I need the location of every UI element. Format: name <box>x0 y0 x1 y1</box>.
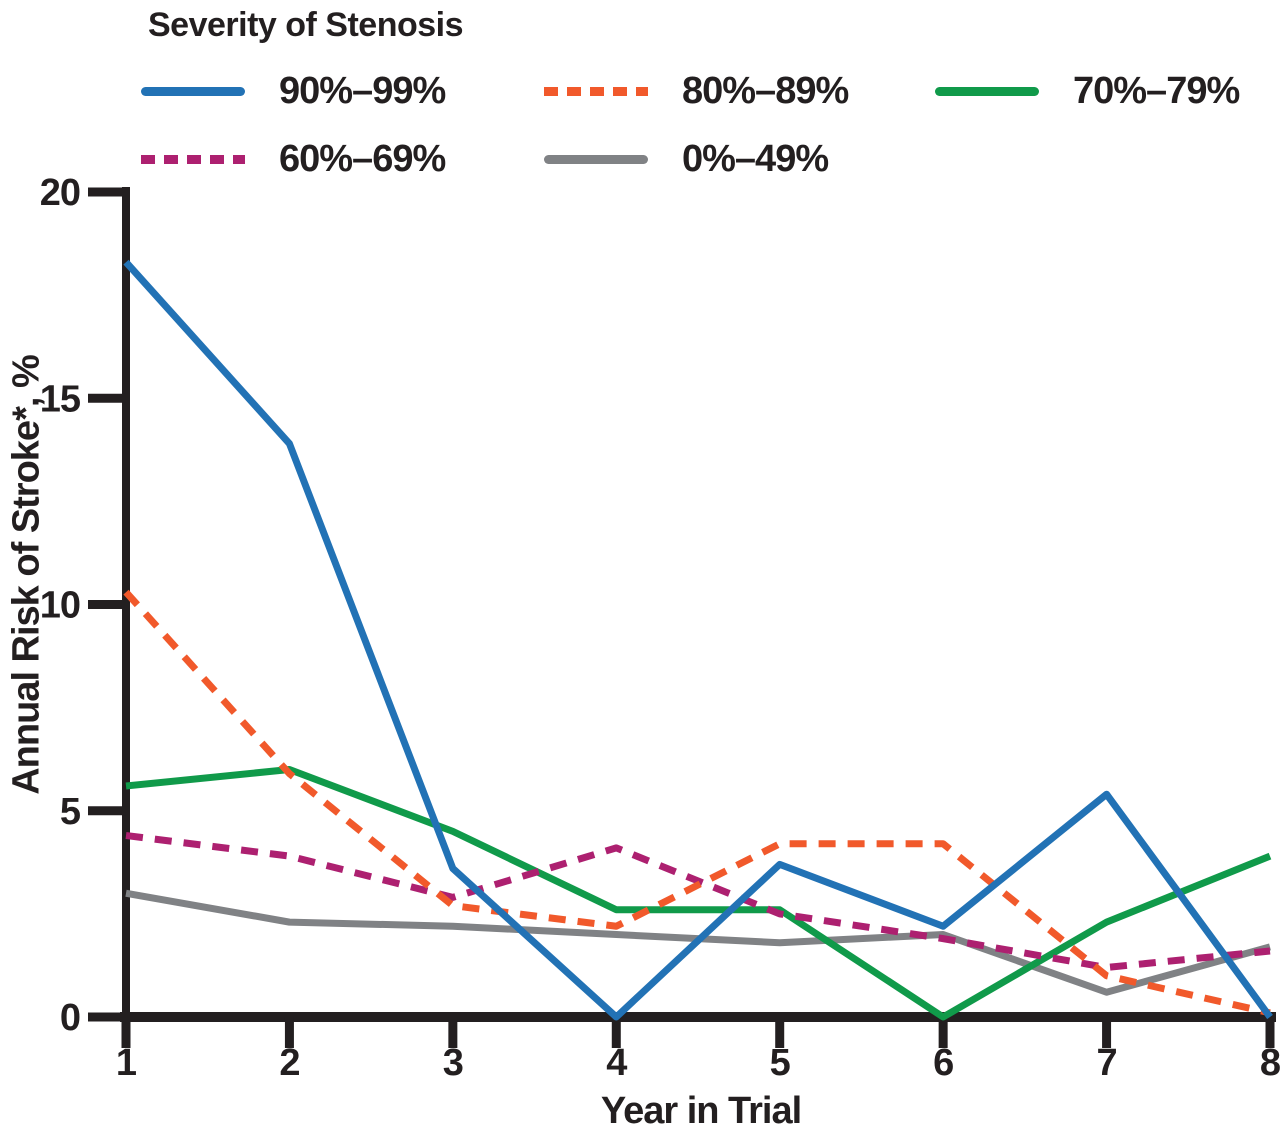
legend-label-70-79: 70%–79% <box>1073 69 1240 112</box>
legend-label-80-89: 80%–89% <box>682 69 849 112</box>
series-line-60-69 <box>125 832 1271 971</box>
y-tick-label: 5 <box>60 791 81 833</box>
x-axis-title: Year in Trial <box>600 1090 802 1132</box>
legend-item-70-79: 70%–79% <box>935 69 1240 112</box>
x-tick-label: 3 <box>443 1042 463 1084</box>
legend-item-0-49: 0%–49% <box>544 137 829 180</box>
legend-label-60-69: 60%–69% <box>279 137 446 180</box>
legend-item-80-89: 80%–89% <box>544 69 849 112</box>
x-tick-label: 2 <box>279 1042 299 1084</box>
series-line-80-89 <box>123 589 1271 1017</box>
series-line-90-99 <box>123 259 1273 1021</box>
x-tick-label: 6 <box>933 1042 953 1084</box>
x-tick-label: 5 <box>770 1042 791 1084</box>
y-axis-title: Annual Risk of Stroke*, % <box>5 355 48 795</box>
y-tick-label: 20 <box>40 172 80 214</box>
x-tick-label: 7 <box>1097 1042 1117 1084</box>
legend-swatch-80-89-line-icon <box>544 86 648 96</box>
legend-label-0-49: 0%–49% <box>682 137 829 180</box>
y-tick-label: 10 <box>40 585 80 627</box>
y-tick-label: 15 <box>40 378 81 420</box>
legend-swatch-70-79-line-icon <box>935 86 1039 96</box>
series-line-70-79 <box>125 766 1272 1021</box>
legend-title: Severity of Stenosis <box>148 6 464 44</box>
legend-swatch-60-69-line-icon <box>141 154 245 164</box>
x-tick-label: 4 <box>606 1042 627 1084</box>
legend-item-60-69: 60%–69% <box>141 137 446 180</box>
y-tick-label: 0 <box>60 997 80 1039</box>
legend-label-90-99: 90%–99% <box>279 69 446 112</box>
legend-swatch-0-49-line-icon <box>544 154 648 164</box>
legend-item-90-99: 90%–99% <box>141 69 446 112</box>
legend-swatch-90-99-line-icon <box>141 86 245 96</box>
x-tick-label: 8 <box>1260 1042 1280 1084</box>
x-tick-label: 1 <box>116 1042 137 1084</box>
